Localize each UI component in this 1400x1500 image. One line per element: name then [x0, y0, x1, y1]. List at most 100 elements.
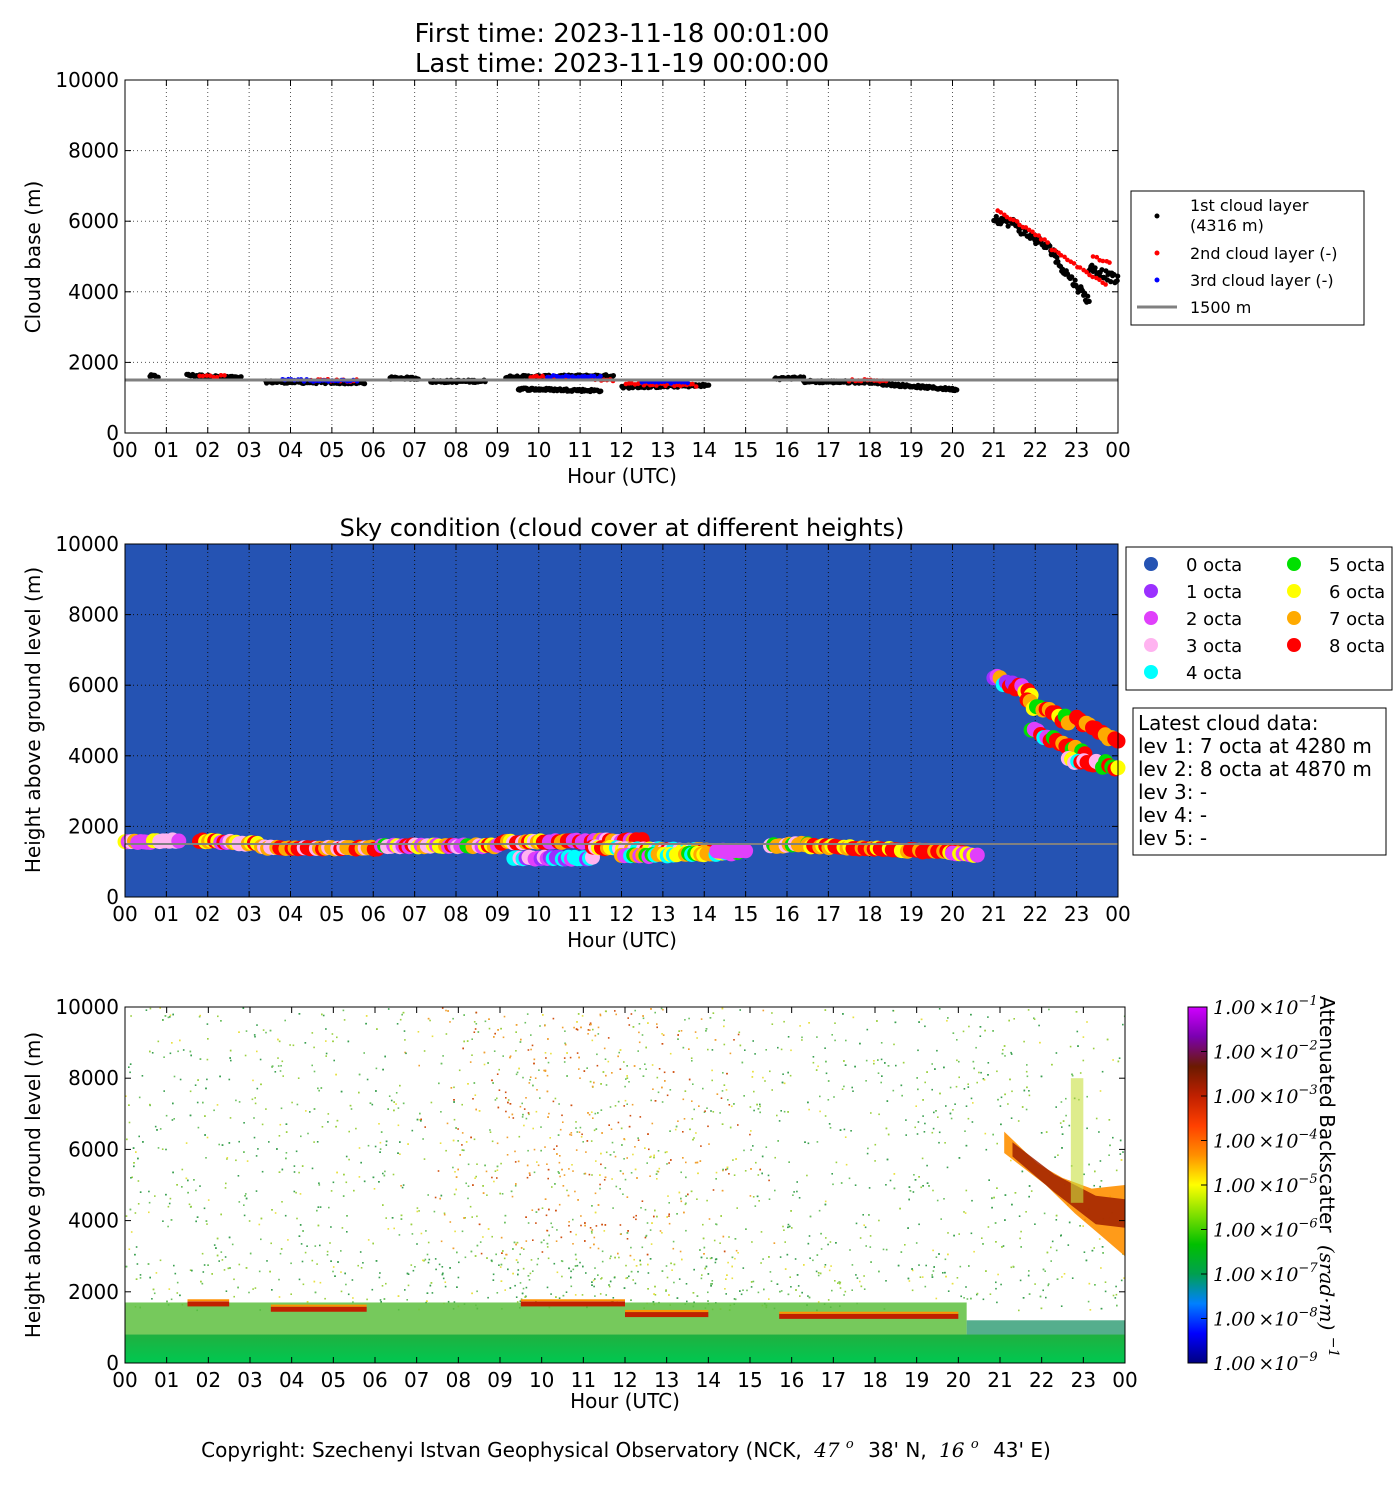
backscatter-speckle — [336, 1171, 338, 1174]
backscatter-speckle — [309, 1111, 311, 1113]
backscatter-speckle — [405, 1052, 407, 1055]
backscatter-speckle — [1028, 1293, 1031, 1295]
backscatter-speckle — [722, 1169, 724, 1172]
backscatter-speckle — [992, 1133, 994, 1136]
backscatter-speckle — [173, 1075, 176, 1078]
backscatter-speckle — [420, 1232, 423, 1235]
backscatter-speckle — [563, 1174, 566, 1176]
backscatter-speckle — [238, 1263, 241, 1266]
backscatter-speckle — [533, 1171, 536, 1174]
backscatter-speckle — [1100, 1307, 1103, 1310]
backscatter-speckle — [558, 1103, 560, 1105]
backscatter-speckle — [953, 1234, 955, 1237]
latest-cloud-lev2: lev 2: 8 octa at 4870 m — [1138, 757, 1372, 781]
backscatter-speckle — [191, 1269, 193, 1272]
backscatter-speckle — [423, 1050, 426, 1052]
backscatter-speckle — [278, 1040, 281, 1043]
backscatter-speckle — [619, 1233, 622, 1235]
cloud-base-legend: 1st cloud layer (4316 m) 2nd cloud layer… — [1130, 190, 1365, 326]
backscatter-speckle — [742, 1289, 744, 1291]
backscatter-speckle — [419, 1112, 421, 1115]
backscatter-speckle — [543, 1069, 545, 1072]
backscatter-speckle — [153, 1292, 156, 1295]
backscatter-speckle — [385, 1217, 387, 1219]
backscatter-speckle — [622, 1172, 624, 1175]
backscatter-speckle — [984, 1132, 987, 1135]
backscatter-speckle — [663, 1071, 666, 1074]
backscatter-speckle — [840, 1182, 843, 1184]
cloud-base-point — [591, 374, 597, 379]
backscatter-speckle — [804, 1141, 806, 1143]
backscatter-speckle — [237, 1286, 239, 1289]
backscatter-speckle — [427, 1241, 430, 1244]
backscatter-speckle — [644, 1063, 646, 1065]
backscatter-speckle — [399, 1153, 401, 1155]
backscatter-speckle — [126, 1138, 128, 1141]
backscatter-speckle — [453, 1301, 456, 1303]
backscatter-speckle — [435, 1268, 437, 1271]
backscatter-speckle — [533, 1148, 536, 1151]
backscatter-speckle — [1026, 1064, 1028, 1066]
backscatter-speckle — [400, 1218, 403, 1220]
backscatter-speckle — [424, 1126, 426, 1128]
octa-legend-marker — [1144, 557, 1158, 571]
backscatter-speckle — [1071, 1073, 1073, 1076]
backscatter-speckle — [733, 1298, 736, 1300]
backscatter-speckle — [997, 1273, 999, 1276]
backscatter-speckle — [952, 1032, 955, 1034]
backscatter-speckle — [696, 1295, 699, 1297]
backscatter-speckle — [935, 1297, 938, 1300]
backscatter-speckle — [194, 1084, 197, 1086]
backscatter-speckle — [658, 1167, 661, 1170]
backscatter-speckle — [1028, 1195, 1030, 1198]
backscatter-speckle — [984, 1029, 986, 1032]
backscatter-speckle — [1099, 1160, 1102, 1162]
backscatter-speckle — [139, 1277, 142, 1279]
backscatter-speckle — [711, 1257, 713, 1259]
backscatter-speckle — [517, 1269, 520, 1271]
backscatter-speckle — [635, 1214, 637, 1217]
backscatter-speckle — [407, 1273, 410, 1275]
x-tick-label: 03 — [236, 902, 261, 926]
backscatter-speckle — [801, 1291, 803, 1294]
backscatter-speckle — [669, 1089, 672, 1091]
backscatter-speckle — [1021, 1170, 1024, 1173]
backscatter-speckle — [134, 1253, 136, 1256]
backscatter-speckle — [642, 1017, 645, 1020]
backscatter-speckle — [271, 1289, 273, 1291]
backscatter-speckle — [314, 1245, 317, 1247]
backscatter-speckle — [365, 1022, 367, 1025]
backscatter-speckle — [609, 1154, 612, 1156]
backscatter-speckle — [512, 1248, 514, 1250]
backscatter-speckle — [835, 1161, 838, 1164]
backscatter-speckle — [914, 1179, 917, 1181]
backscatter-speckle — [454, 1230, 456, 1233]
backscatter-speckle — [420, 1118, 422, 1121]
backscatter-speckle — [782, 1073, 784, 1075]
high-cloud-virga — [1070, 1078, 1084, 1203]
backscatter-speckle — [594, 1278, 596, 1280]
backscatter-speckle — [407, 1284, 410, 1287]
backscatter-speckle — [991, 1206, 993, 1209]
backscatter-speckle — [332, 1266, 335, 1268]
backscatter-speckle — [500, 1236, 503, 1239]
backscatter-speckle — [326, 1250, 329, 1253]
backscatter-speckle — [646, 1253, 649, 1256]
backscatter-speckle — [411, 1129, 414, 1132]
backscatter-speckle — [1114, 1297, 1117, 1299]
backscatter-speckle — [824, 1203, 827, 1206]
cloud-base-point — [1107, 260, 1112, 265]
backscatter-speckle — [736, 1207, 738, 1209]
backscatter-speckle — [654, 1294, 657, 1296]
backscatter-speckle — [614, 1105, 617, 1107]
backscatter-speckle — [335, 1073, 337, 1076]
backscatter-speckle — [987, 1226, 990, 1228]
backscatter-speckle — [869, 1235, 872, 1237]
colorbar-label-exponent: −1 — [1325, 1337, 1341, 1358]
backscatter-speckle — [515, 1073, 518, 1076]
colorbar-tick-label: 1.00 ×10−4 — [1213, 1128, 1318, 1153]
cloud-base-point — [1090, 254, 1096, 259]
backscatter-speckle — [873, 1062, 875, 1065]
backscatter-speckle — [562, 1185, 565, 1187]
backscatter-speckle — [557, 1171, 560, 1173]
